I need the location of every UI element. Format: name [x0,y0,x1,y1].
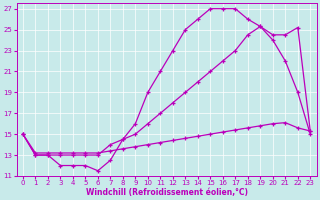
X-axis label: Windchill (Refroidissement éolien,°C): Windchill (Refroidissement éolien,°C) [85,188,248,197]
